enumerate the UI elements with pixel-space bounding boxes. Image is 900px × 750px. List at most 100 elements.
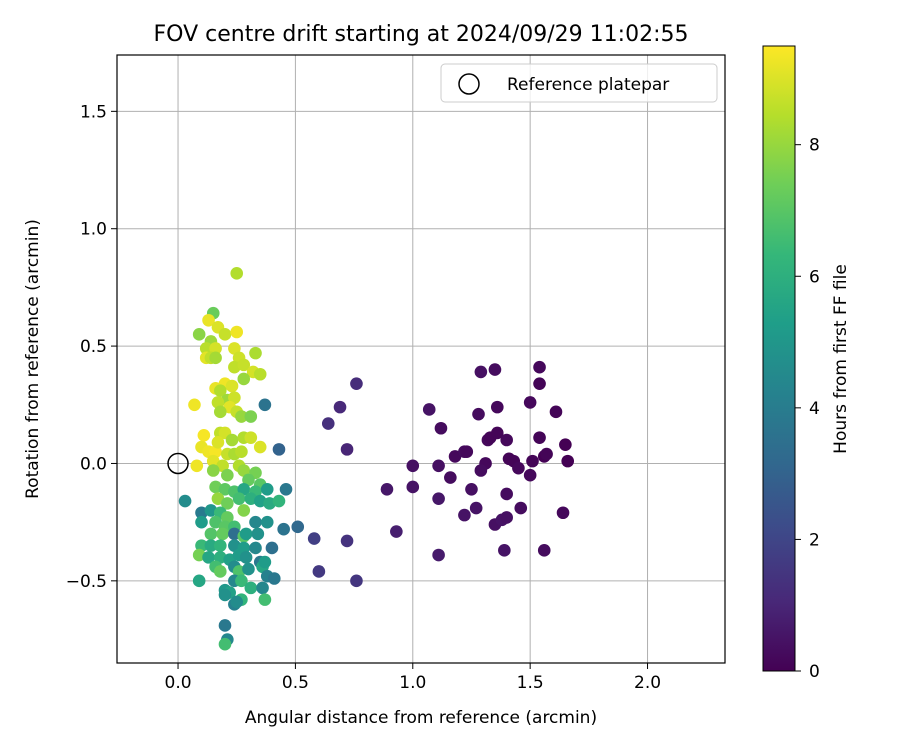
data-point bbox=[228, 391, 241, 405]
data-point bbox=[448, 450, 462, 463]
reference-platepar-marker bbox=[167, 452, 189, 475]
data-point bbox=[228, 342, 241, 355]
legend-marker bbox=[458, 73, 480, 95]
data-point bbox=[432, 548, 445, 562]
data-point bbox=[237, 482, 251, 496]
data-point bbox=[244, 410, 258, 423]
colorbar-tick-label: 2 bbox=[809, 530, 820, 550]
data-point bbox=[235, 410, 248, 423]
data-point bbox=[209, 342, 222, 355]
data-point bbox=[350, 574, 363, 588]
data-point bbox=[249, 346, 262, 360]
data-point bbox=[195, 515, 208, 529]
colorbar-tick-label: 4 bbox=[809, 399, 820, 419]
x-tick-label: 1.0 bbox=[399, 673, 426, 693]
data-point bbox=[350, 377, 363, 390]
x-tick-label: 2.0 bbox=[634, 673, 661, 693]
y-tick-label: 1.5 bbox=[80, 102, 107, 122]
data-point bbox=[218, 588, 232, 602]
data-point bbox=[190, 459, 204, 473]
plot-frame bbox=[116, 54, 726, 664]
data-point bbox=[465, 482, 478, 496]
data-point bbox=[237, 504, 251, 517]
data-point bbox=[216, 527, 229, 541]
data-point bbox=[235, 574, 248, 588]
data-point bbox=[239, 527, 253, 541]
data-point bbox=[197, 428, 211, 442]
data-point bbox=[277, 522, 290, 536]
colorbar-gradient bbox=[762, 45, 796, 672]
data-point bbox=[380, 482, 394, 496]
data-point bbox=[458, 508, 471, 522]
y-tick-label: 0.0 bbox=[80, 454, 107, 474]
data-point bbox=[472, 407, 485, 421]
data-point bbox=[460, 445, 474, 459]
data-point bbox=[490, 400, 504, 414]
data-point bbox=[549, 405, 563, 419]
x-axis: 0.0 0.5 1.0 1.5 2.0 bbox=[165, 663, 661, 693]
data-point bbox=[244, 581, 258, 595]
data-point bbox=[291, 520, 305, 534]
data-points bbox=[167, 267, 575, 651]
data-point bbox=[260, 515, 274, 529]
data-point bbox=[498, 544, 511, 557]
data-point bbox=[533, 360, 546, 374]
data-point bbox=[221, 497, 234, 510]
data-point bbox=[218, 637, 232, 651]
data-point bbox=[225, 379, 239, 393]
data-point bbox=[225, 433, 239, 447]
data-point bbox=[218, 619, 232, 632]
y-tick-label: 0.5 bbox=[80, 337, 107, 357]
legend: Reference platepar bbox=[440, 63, 718, 103]
data-point bbox=[444, 471, 457, 484]
data-point bbox=[540, 447, 553, 461]
data-point bbox=[178, 494, 192, 508]
data-point bbox=[221, 468, 234, 482]
data-point bbox=[213, 405, 227, 419]
data-point bbox=[533, 431, 546, 444]
chart-title: FOV centre drift starting at 2024/09/29 … bbox=[154, 22, 689, 47]
data-point bbox=[206, 464, 220, 477]
data-point bbox=[265, 541, 279, 555]
data-point bbox=[432, 459, 445, 473]
data-point bbox=[211, 492, 225, 505]
data-point bbox=[258, 593, 272, 606]
data-point bbox=[258, 398, 272, 412]
data-point bbox=[209, 515, 222, 529]
data-point bbox=[251, 527, 265, 541]
data-point bbox=[422, 403, 436, 416]
colorbar-tick-label: 0 bbox=[809, 662, 820, 682]
data-point bbox=[192, 574, 206, 588]
data-point bbox=[267, 572, 281, 585]
data-point bbox=[500, 433, 513, 447]
data-point bbox=[232, 492, 246, 505]
data-point bbox=[272, 494, 286, 508]
data-point bbox=[218, 328, 232, 341]
data-point bbox=[253, 440, 267, 454]
data-point bbox=[406, 459, 420, 473]
data-point bbox=[204, 539, 218, 552]
data-point bbox=[253, 367, 267, 381]
data-point bbox=[333, 400, 347, 414]
legend-box bbox=[440, 63, 718, 103]
data-point bbox=[321, 417, 335, 430]
data-point bbox=[249, 541, 262, 555]
data-point bbox=[260, 482, 274, 496]
legend-entry-label: Reference platepar bbox=[507, 75, 669, 95]
data-point bbox=[244, 431, 258, 444]
data-point bbox=[202, 551, 215, 564]
colorbar-label: Hours from first FF file bbox=[831, 264, 851, 454]
y-tick-label: 1.0 bbox=[80, 220, 107, 240]
data-point bbox=[537, 544, 551, 557]
colorbar: 0 2 4 6 8 Hours from first FF file bbox=[762, 45, 851, 682]
data-point bbox=[237, 358, 251, 372]
data-point bbox=[500, 511, 513, 524]
data-point bbox=[490, 426, 504, 440]
data-point bbox=[211, 436, 225, 449]
data-point bbox=[213, 565, 227, 578]
data-point bbox=[235, 445, 248, 459]
data-point bbox=[258, 555, 272, 569]
data-point bbox=[340, 534, 354, 548]
data-point bbox=[474, 464, 488, 477]
